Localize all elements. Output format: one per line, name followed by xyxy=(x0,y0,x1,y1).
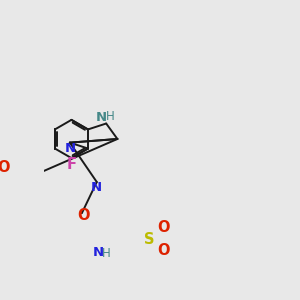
Text: O: O xyxy=(157,220,169,235)
Text: S: S xyxy=(144,232,155,247)
Text: O: O xyxy=(157,243,169,258)
Text: H: H xyxy=(106,110,114,123)
Text: H: H xyxy=(101,247,110,260)
Text: N: N xyxy=(96,111,107,124)
Text: O: O xyxy=(77,208,90,224)
Text: N: N xyxy=(93,246,104,260)
Text: O: O xyxy=(0,160,10,175)
Text: N: N xyxy=(64,142,75,155)
Text: F: F xyxy=(67,157,76,172)
Text: N: N xyxy=(91,182,102,194)
